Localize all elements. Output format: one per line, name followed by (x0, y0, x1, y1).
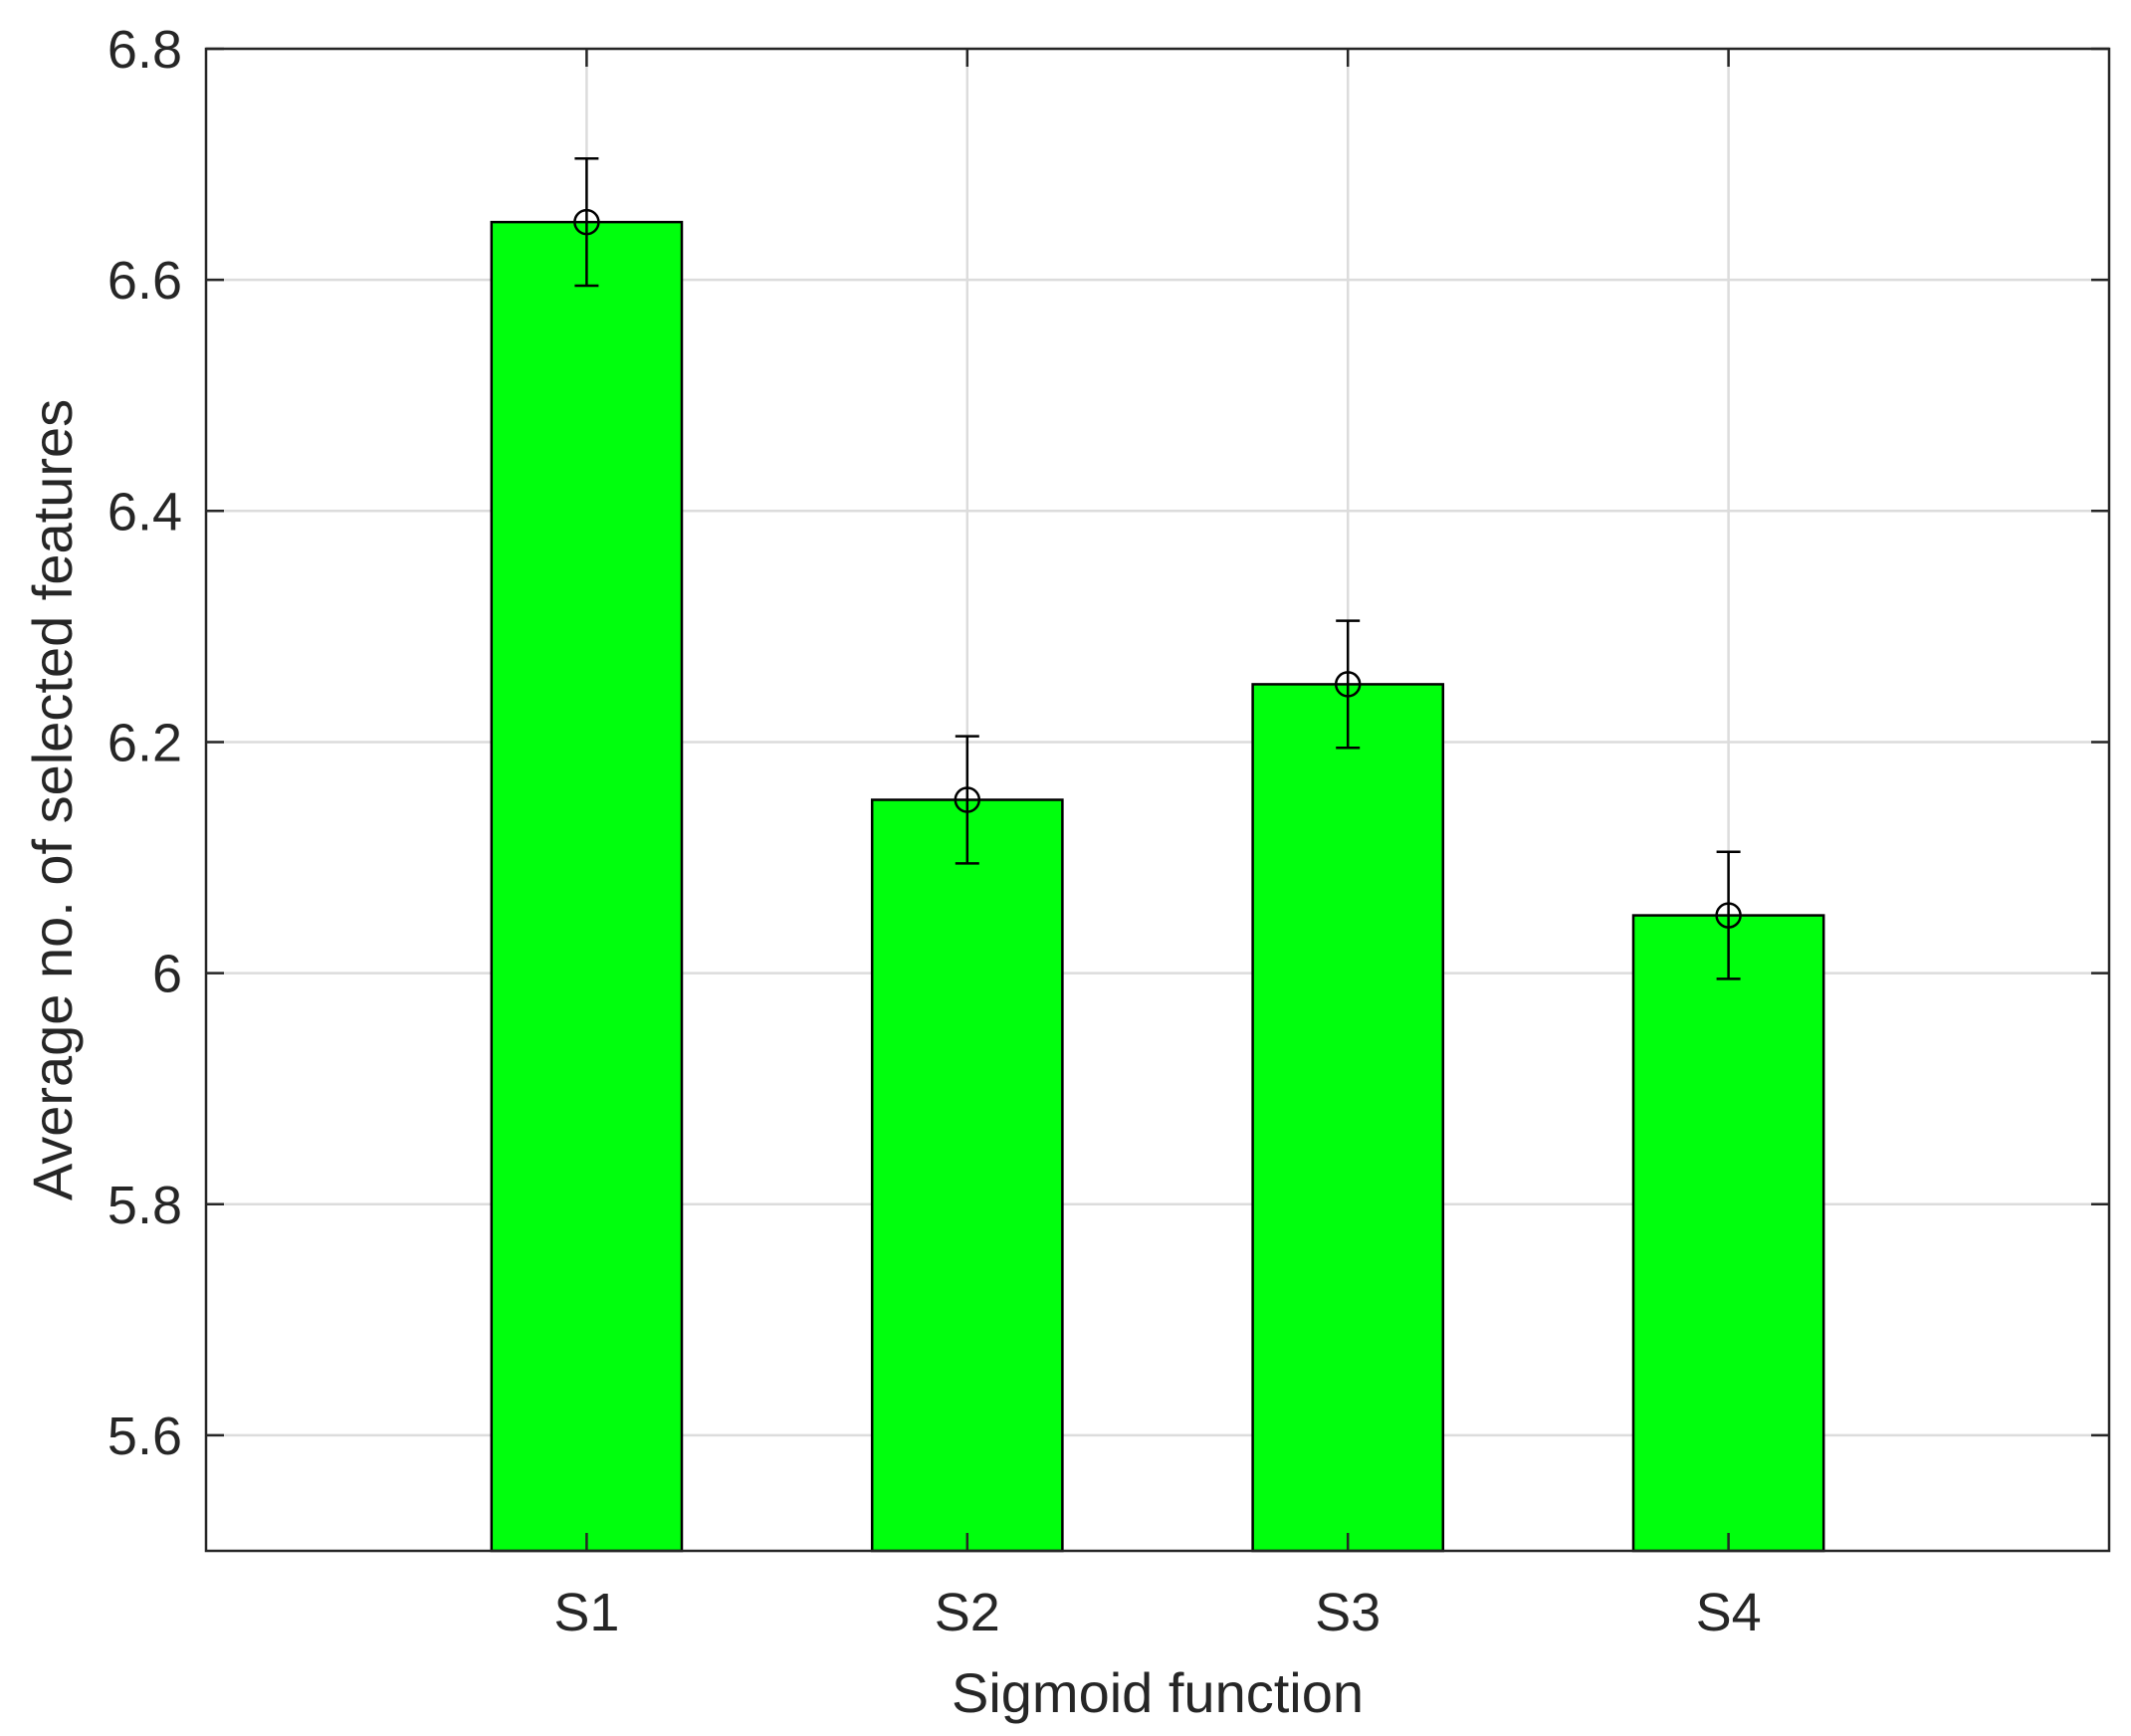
x-axis-label: Sigmoid function (952, 1661, 1364, 1724)
y-tick-label: 6.2 (107, 713, 182, 772)
y-tick-labels: 5.6 5.8 6 6.2 6.4 6.6 6.8 (107, 20, 182, 1466)
y-tick-label: 6.8 (107, 20, 182, 80)
bar-S3 (1251, 683, 1445, 1553)
y-tick-label: 6 (152, 945, 182, 1004)
mean-marker-S3 (1334, 671, 1362, 698)
x-tick-labels: S1 S2 S3 S4 (553, 1583, 1761, 1642)
axis-ticks (206, 47, 2109, 1551)
bar-S1 (490, 220, 684, 1553)
bars (490, 220, 1825, 1553)
x-tick-label: S3 (1315, 1583, 1381, 1642)
y-tick-label: 6.6 (107, 251, 182, 311)
error-bars (573, 157, 1742, 980)
plot-frame (204, 47, 2111, 1553)
y-axis-label: Average no. of selected features (21, 399, 84, 1200)
y-tick-label: 5.6 (107, 1407, 182, 1466)
x-tick-label: S2 (935, 1583, 1000, 1642)
bar-S4 (1631, 914, 1825, 1553)
y-tick-label: 5.8 (107, 1176, 182, 1235)
x-tick-label: S1 (553, 1583, 619, 1642)
y-tick-label: 6.4 (107, 482, 182, 542)
mean-marker-S1 (573, 208, 600, 236)
mean-marker-S2 (954, 786, 981, 813)
bar-S2 (870, 798, 1064, 1553)
mean-marker-S4 (1715, 902, 1742, 929)
x-tick-label: S4 (1696, 1583, 1762, 1642)
